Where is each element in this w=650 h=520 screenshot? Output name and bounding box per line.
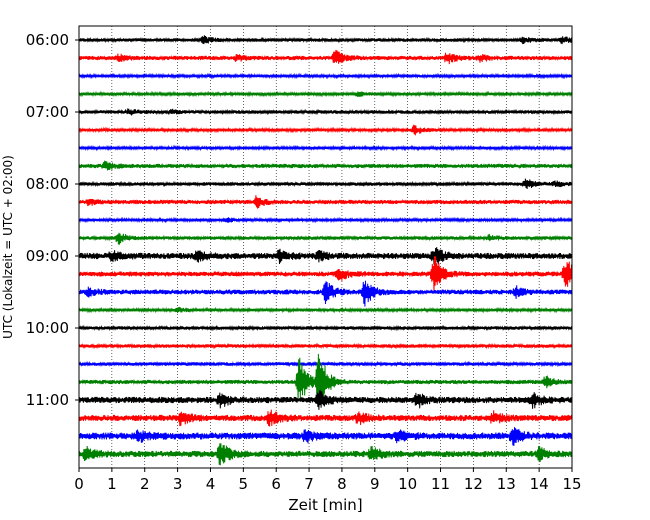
y-axis-ticks: 06:00 07:00 08:00 09:00 10:00 11:00: [26, 31, 79, 409]
x-tick-label: 1: [107, 475, 117, 493]
trace-0730: [78, 144, 573, 152]
trace-1130: [78, 427, 573, 447]
x-tick-label: 9: [370, 475, 380, 493]
trace-0930: [78, 280, 573, 307]
x-tick-label: 13: [497, 475, 516, 493]
trace-1100: [78, 390, 573, 410]
x-axis-label: Zeit [min]: [288, 496, 362, 514]
trace-0700: [78, 108, 573, 116]
y-tick-label: 09:00: [26, 247, 69, 265]
y-tick-label: 10:00: [26, 319, 69, 337]
trace-1145: [78, 443, 573, 466]
x-tick-label: 4: [206, 475, 216, 493]
trace-0600: [78, 35, 573, 45]
x-tick-label: 6: [271, 475, 281, 493]
trace-0945: [78, 306, 573, 314]
trace-0645: [78, 90, 573, 98]
trace-1030: [78, 360, 573, 368]
x-tick-label: 3: [173, 475, 183, 493]
trace-1000: [78, 324, 573, 332]
trace-0745: [78, 160, 573, 171]
trace-1045: [78, 353, 573, 402]
trace-0830: [78, 216, 573, 224]
x-tick-label: 0: [74, 475, 84, 493]
trace-1115: [78, 409, 573, 427]
trace-0800: [78, 178, 573, 190]
y-tick-label: 08:00: [26, 175, 69, 193]
y-tick-label: 07:00: [26, 103, 69, 121]
x-tick-label: 8: [337, 475, 347, 493]
trace-0900: [78, 247, 573, 265]
x-tick-label: 11: [431, 475, 450, 493]
y-axis-label: UTC (Lokalzeit = UTC + 02:00): [1, 155, 15, 339]
x-axis-ticks: 0 1 2 3 4 5 6 7 8 9 10 11 12 13 14 15: [74, 468, 582, 493]
x-tick-label: 10: [398, 475, 417, 493]
trace-0915: [78, 256, 573, 294]
x-tick-label: 12: [464, 475, 483, 493]
y-tick-label: 06:00: [26, 31, 69, 49]
trace-0630: [78, 72, 573, 80]
x-tick-label: 2: [140, 475, 150, 493]
x-tick-label: 7: [304, 475, 314, 493]
x-tick-label: 15: [562, 475, 581, 493]
trace-group: [78, 35, 573, 466]
y-tick-label: 11:00: [26, 391, 69, 409]
trace-0815: [78, 195, 573, 209]
trace-1015: [78, 342, 573, 350]
trace-0615: [78, 49, 573, 65]
trace-0845: [78, 232, 573, 245]
x-tick-label: 5: [239, 475, 249, 493]
trace-0715: [78, 124, 573, 136]
plot-frame: [78, 25, 573, 469]
x-tick-label: 14: [530, 475, 549, 493]
